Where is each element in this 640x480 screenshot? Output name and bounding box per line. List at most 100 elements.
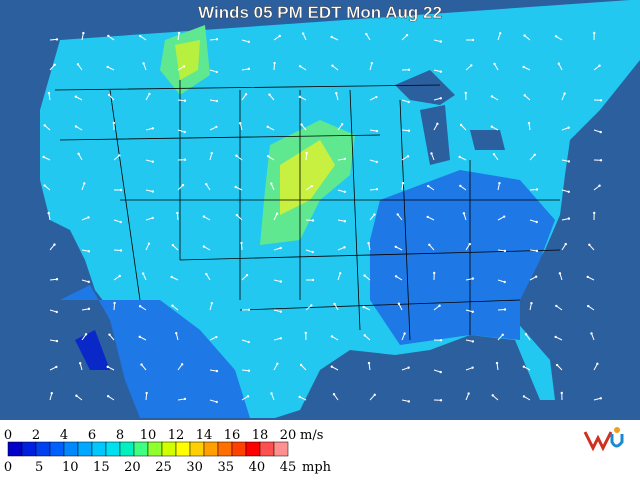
arrow-head: [215, 38, 219, 41]
arrow-head: [299, 363, 303, 367]
color-swatch: [133, 441, 149, 457]
arrow-head: [367, 361, 371, 365]
arrow-head: [563, 92, 566, 95]
arrow-head: [394, 275, 398, 278]
arrow-head: [205, 182, 208, 186]
arrow-head: [298, 65, 302, 68]
arrow-head: [234, 185, 237, 189]
arrow-head: [343, 190, 346, 194]
arrow-head: [76, 63, 80, 66]
color-swatch: [259, 441, 275, 457]
arrow-head: [210, 302, 214, 305]
arrow-head: [84, 333, 88, 336]
arrow-head: [238, 122, 242, 125]
ms-unit: m/s: [300, 428, 323, 443]
arrow-head: [202, 215, 206, 218]
arrow-head: [183, 99, 187, 102]
mph-label: 5: [35, 460, 43, 475]
ms-label: 16: [224, 428, 241, 443]
ms-label: 18: [252, 428, 269, 443]
arrow-head: [55, 365, 58, 369]
arrow-head: [365, 32, 368, 36]
arrow-head: [87, 307, 91, 311]
ms-label: 0: [4, 428, 12, 443]
arrow-head: [215, 335, 218, 339]
arrow-head: [244, 93, 248, 96]
arrow-head: [205, 272, 208, 276]
arrow-head: [310, 184, 313, 188]
arrow-head: [593, 31, 596, 35]
arrow-head: [555, 304, 558, 308]
arrow-head: [403, 332, 406, 335]
arrow-head: [215, 400, 218, 404]
arrow-head: [598, 184, 601, 187]
arrow-head: [493, 62, 496, 66]
arrow-head: [279, 280, 283, 283]
arrow-head: [210, 152, 213, 155]
arrow-head: [175, 332, 178, 335]
ms-label: 4: [60, 428, 68, 443]
arrow-head: [148, 92, 151, 96]
arrow-head: [279, 337, 282, 340]
arrow-head: [298, 95, 301, 99]
arrow-head: [426, 215, 429, 219]
arrow-head: [407, 366, 410, 369]
arrow-head: [310, 304, 313, 307]
arrow-head: [247, 40, 250, 44]
arrow-head: [332, 393, 336, 396]
arrow-head: [247, 369, 251, 372]
logo: [583, 427, 624, 452]
arrow-head: [266, 154, 270, 158]
mph-label: 10: [62, 460, 79, 475]
color-swatch: [231, 441, 247, 457]
arrow-head: [43, 124, 46, 127]
ms-label: 6: [88, 428, 96, 443]
arrow-head: [599, 159, 603, 162]
arrow-head: [139, 34, 142, 38]
mph-label: 40: [249, 460, 266, 475]
arrow-head: [362, 305, 365, 309]
windy-region: [175, 40, 200, 80]
arrow-head: [439, 370, 442, 374]
arrow-head: [593, 211, 596, 215]
legend: 0 2 4 6 8 10 12 14 16 18 20 m/s0 5 10 15 20 25 30 35 40 45 mp…: [4, 428, 332, 475]
arrow-head: [375, 160, 378, 164]
arrow-head: [439, 70, 442, 73]
mph-label: 0: [4, 460, 12, 475]
mph-label: 30: [186, 460, 203, 475]
arrow-head: [567, 217, 571, 220]
color-swatch: [105, 441, 121, 457]
arrow-head: [147, 242, 151, 245]
arrow-head: [215, 369, 219, 373]
arrow-head: [373, 213, 376, 216]
arrow-head: [151, 127, 155, 130]
arrow-head: [534, 275, 538, 278]
arrow-head: [55, 310, 58, 314]
color-swatch: [119, 441, 135, 457]
arrow-head: [459, 123, 463, 127]
arrow-head: [304, 331, 307, 335]
arrow-head: [311, 278, 315, 282]
arrow-head: [108, 333, 111, 336]
arrow-head: [407, 68, 411, 71]
arrow-head: [439, 40, 443, 43]
arrow-head: [522, 365, 526, 368]
arrow-head: [140, 363, 143, 366]
arrow-head: [522, 65, 525, 69]
arrow-head: [495, 361, 499, 365]
arrow-head: [375, 95, 378, 99]
arrow-head: [407, 400, 411, 403]
arrow-head: [145, 391, 148, 395]
arrow-head: [367, 241, 370, 245]
arrow-head: [47, 91, 51, 95]
arrow-head: [564, 242, 567, 246]
arrow-head: [343, 220, 347, 223]
arrow-head: [183, 397, 187, 401]
arrow-head: [300, 123, 303, 126]
color-swatch: [35, 441, 51, 457]
color-swatch: [147, 441, 163, 457]
arrow-head: [235, 213, 239, 217]
arrow-head: [142, 62, 145, 65]
arrow-head: [235, 154, 238, 157]
